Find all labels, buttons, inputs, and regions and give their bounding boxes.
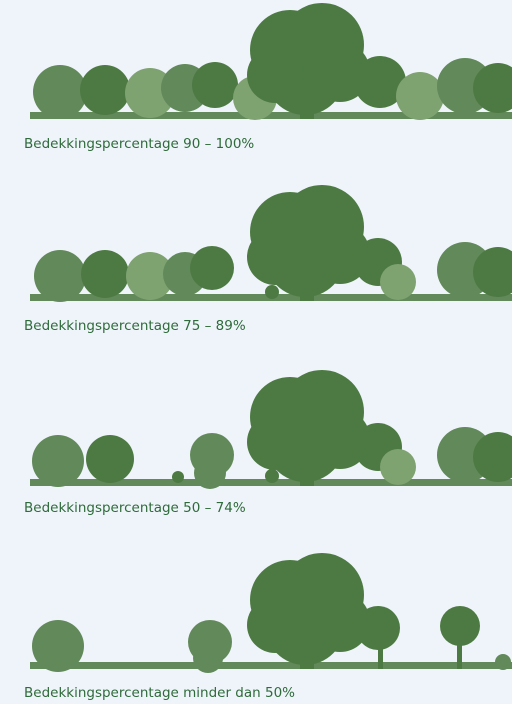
shrub bbox=[172, 471, 184, 483]
shrub bbox=[247, 47, 303, 103]
shrub bbox=[34, 250, 86, 302]
shrub bbox=[33, 65, 87, 119]
shrub bbox=[356, 606, 400, 650]
illustration: Bedekkingspercentage 90 – 100% Bedekkings… bbox=[0, 0, 512, 704]
caption: Bedekkingspercentage 90 – 100% bbox=[24, 136, 254, 152]
shrub bbox=[32, 620, 84, 672]
caption: Bedekkingspercentage 75 – 89% bbox=[24, 318, 246, 334]
shrub bbox=[396, 72, 444, 120]
shrub bbox=[380, 449, 416, 485]
caption: Bedekkingspercentage minder dan 50% bbox=[24, 685, 295, 701]
page: Bedekkingspercentage 90 – 100% Bedekkings… bbox=[0, 0, 512, 704]
shrub bbox=[265, 285, 279, 299]
shrub bbox=[190, 246, 234, 290]
shrub bbox=[247, 597, 303, 653]
shrub bbox=[247, 414, 303, 470]
shrub bbox=[193, 643, 223, 673]
shrub bbox=[194, 457, 226, 489]
shrub bbox=[80, 65, 130, 115]
shrub bbox=[32, 435, 84, 487]
caption: Bedekkingspercentage 50 – 74% bbox=[24, 500, 246, 516]
ground bbox=[30, 662, 512, 669]
shrub bbox=[86, 435, 134, 483]
shrub bbox=[81, 250, 129, 298]
shrub bbox=[440, 606, 480, 646]
shrub bbox=[495, 654, 511, 670]
shrub bbox=[265, 469, 279, 483]
shrub bbox=[380, 264, 416, 300]
shrub bbox=[192, 62, 238, 108]
shrub bbox=[247, 229, 303, 285]
